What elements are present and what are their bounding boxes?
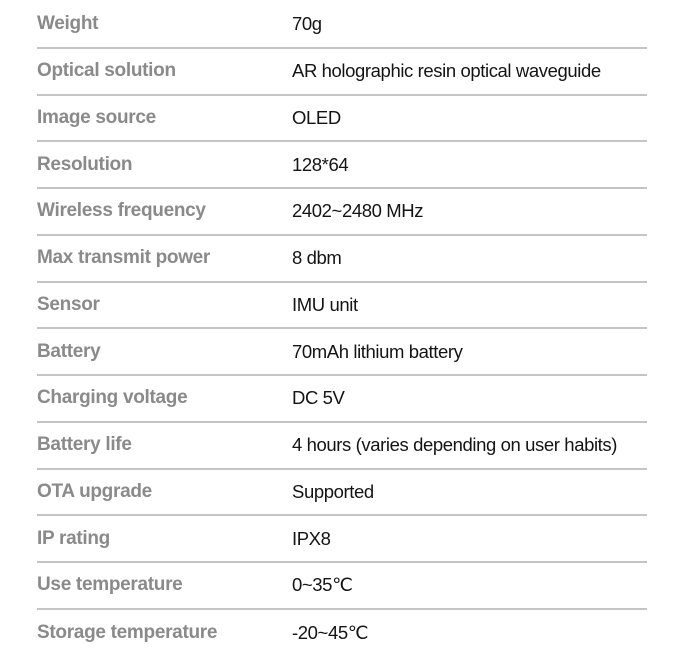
spec-row: Battery life 4 hours (varies depending on… bbox=[37, 423, 647, 470]
spec-value: IPX8 bbox=[292, 527, 331, 549]
spec-value: IMU unit bbox=[292, 293, 358, 315]
spec-label: Weight bbox=[37, 13, 99, 35]
spec-value: AR holographic resin optical waveguide bbox=[292, 60, 601, 82]
spec-label: OTA upgrade bbox=[37, 480, 152, 502]
spec-label: Optical solution bbox=[37, 60, 176, 82]
spec-label: Image source bbox=[37, 106, 156, 128]
spec-value: 8 dbm bbox=[292, 247, 342, 269]
spec-row: Weight 70g bbox=[37, 2, 647, 49]
spec-row: Optical solution AR holographic resin opt… bbox=[37, 49, 647, 96]
spec-row: Max transmit power 8 dbm bbox=[37, 236, 647, 283]
spec-label: Charging voltage bbox=[37, 387, 188, 409]
spec-row: Use temperature 0~35℃ bbox=[37, 563, 647, 610]
spec-value: 70g bbox=[292, 13, 322, 35]
spec-value: 4 hours (varies depending on user habits… bbox=[292, 434, 618, 456]
spec-table: Weight 70g Optical solution AR holographic … bbox=[37, 2, 647, 657]
spec-row: OTA upgrade Supported bbox=[37, 470, 647, 517]
spec-row: Storage temperature -20~45℃ bbox=[37, 610, 647, 657]
spec-row: Battery 70mAh lithium battery bbox=[37, 329, 647, 376]
spec-value: 2402~2480 MHz bbox=[292, 200, 424, 222]
spec-row: Sensor IMU unit bbox=[37, 283, 647, 330]
spec-row: Resolution 128*64 bbox=[37, 142, 647, 189]
spec-row: Wireless frequency 2402~2480 MHz bbox=[37, 189, 647, 236]
spec-label: Battery life bbox=[37, 434, 132, 456]
spec-label: Sensor bbox=[37, 293, 100, 315]
spec-value: OLED bbox=[292, 106, 341, 128]
spec-label: Resolution bbox=[37, 153, 133, 175]
spec-value: DC 5V bbox=[292, 387, 345, 409]
spec-row: Charging voltage DC 5V bbox=[37, 376, 647, 423]
spec-value: 128*64 bbox=[292, 153, 349, 175]
spec-row: IP rating IPX8 bbox=[37, 516, 647, 563]
spec-label: Storage temperature bbox=[37, 622, 218, 644]
spec-label: IP rating bbox=[37, 527, 110, 549]
spec-label: Wireless frequency bbox=[37, 200, 206, 222]
spec-value: 0~35℃ bbox=[292, 574, 353, 596]
spec-value: 70mAh lithium battery bbox=[292, 340, 463, 362]
spec-label: Use temperature bbox=[37, 574, 183, 596]
spec-value: -20~45℃ bbox=[292, 622, 369, 644]
spec-label: Max transmit power bbox=[37, 247, 211, 269]
spec-row: Image source OLED bbox=[37, 96, 647, 143]
spec-value: Supported bbox=[292, 480, 374, 502]
spec-label: Battery bbox=[37, 340, 101, 362]
